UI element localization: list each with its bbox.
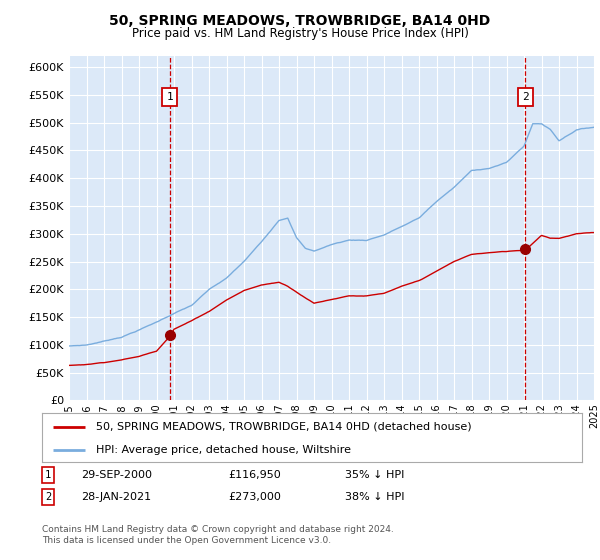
Text: Price paid vs. HM Land Registry's House Price Index (HPI): Price paid vs. HM Land Registry's House …: [131, 27, 469, 40]
Text: 2: 2: [45, 492, 51, 502]
Text: 28-JAN-2021: 28-JAN-2021: [81, 492, 151, 502]
Text: 38% ↓ HPI: 38% ↓ HPI: [345, 492, 404, 502]
Text: 50, SPRING MEADOWS, TROWBRIDGE, BA14 0HD: 50, SPRING MEADOWS, TROWBRIDGE, BA14 0HD: [109, 14, 491, 28]
Text: 1: 1: [45, 470, 51, 480]
Text: Contains HM Land Registry data © Crown copyright and database right 2024.
This d: Contains HM Land Registry data © Crown c…: [42, 525, 394, 545]
Text: £273,000: £273,000: [228, 492, 281, 502]
Text: 50, SPRING MEADOWS, TROWBRIDGE, BA14 0HD (detached house): 50, SPRING MEADOWS, TROWBRIDGE, BA14 0HD…: [96, 422, 472, 432]
Text: HPI: Average price, detached house, Wiltshire: HPI: Average price, detached house, Wilt…: [96, 445, 351, 455]
Text: 1: 1: [166, 92, 173, 102]
Text: £116,950: £116,950: [228, 470, 281, 480]
Text: 35% ↓ HPI: 35% ↓ HPI: [345, 470, 404, 480]
Text: 2: 2: [522, 92, 529, 102]
Text: 29-SEP-2000: 29-SEP-2000: [81, 470, 152, 480]
